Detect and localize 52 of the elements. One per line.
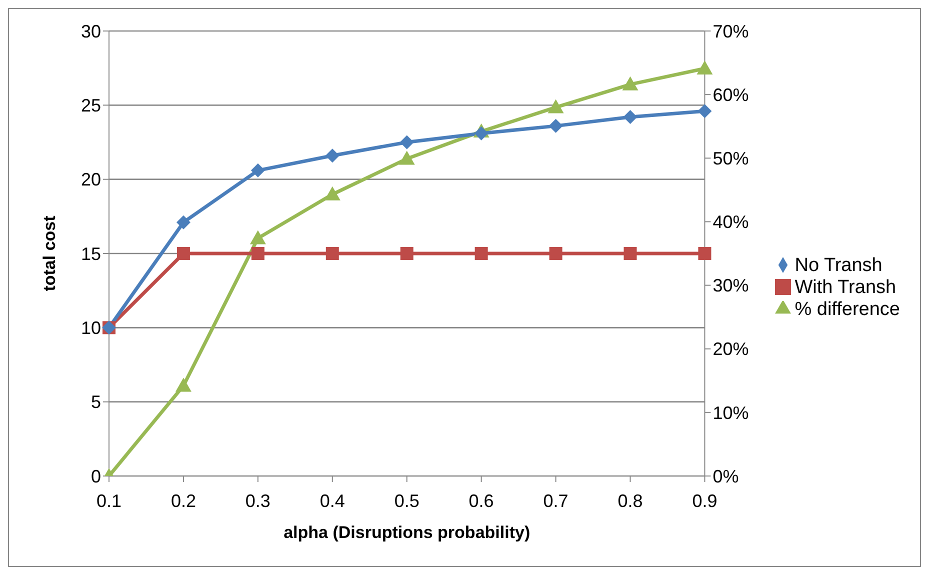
- y-tick-label: 15: [80, 244, 101, 264]
- point: [474, 247, 488, 260]
- x-tick-label: 0.1: [96, 490, 122, 511]
- y-tick-label: 25: [80, 96, 101, 116]
- point: [326, 247, 339, 260]
- legend-label: % difference: [794, 298, 900, 320]
- y2-tick-label: 30%: [712, 276, 749, 296]
- point: [325, 148, 340, 163]
- point: [698, 104, 712, 118]
- x-tick-label: 0.9: [692, 490, 718, 511]
- legend-label: No Transh: [794, 254, 882, 276]
- x-tick-label: 0.5: [394, 490, 420, 511]
- point: [696, 60, 713, 75]
- point: [623, 110, 638, 124]
- point: [398, 150, 415, 165]
- point: [250, 163, 265, 178]
- y2-tick-label: 60%: [712, 84, 749, 105]
- y-tick-label: 10: [80, 318, 101, 338]
- x-tick-label: 0.3: [245, 490, 270, 511]
- y-axis-title: total cost: [40, 215, 60, 292]
- point: [549, 247, 562, 260]
- y-tick-label: 30: [80, 21, 101, 42]
- point: [622, 76, 638, 90]
- x-tick-label: 0.2: [170, 490, 196, 511]
- point: [400, 247, 414, 260]
- y2-tick-label: 0%: [712, 466, 739, 486]
- y2-tick-label: 70%: [712, 21, 749, 42]
- point: [176, 247, 190, 260]
- point: [324, 186, 340, 200]
- y-tick-label: 0: [90, 466, 101, 486]
- point: [251, 247, 264, 260]
- point: [548, 99, 564, 114]
- x-tick-label: 0.4: [320, 490, 345, 511]
- point: [250, 230, 266, 244]
- point: [548, 118, 563, 133]
- point: [400, 135, 414, 150]
- y2-tick-label: 10%: [712, 402, 749, 423]
- y2-tick-label: 40%: [712, 212, 749, 232]
- point: [698, 247, 712, 260]
- point: [474, 126, 488, 140]
- y2-tick-label: 50%: [712, 148, 749, 169]
- x-tick-label: 0.7: [543, 490, 568, 511]
- y-tick-label: 20: [80, 170, 101, 190]
- y-tick-label: 5: [90, 392, 101, 412]
- legend-label: With Transh: [794, 276, 896, 298]
- x-axis-title: alpha (Disruptions probability): [284, 523, 530, 542]
- point: [175, 378, 192, 392]
- x-tick-label: 0.6: [468, 490, 494, 511]
- point: [176, 215, 190, 230]
- x-tick-label: 0.8: [618, 490, 643, 511]
- point: [624, 247, 637, 260]
- y2-tick-label: 20%: [712, 339, 749, 360]
